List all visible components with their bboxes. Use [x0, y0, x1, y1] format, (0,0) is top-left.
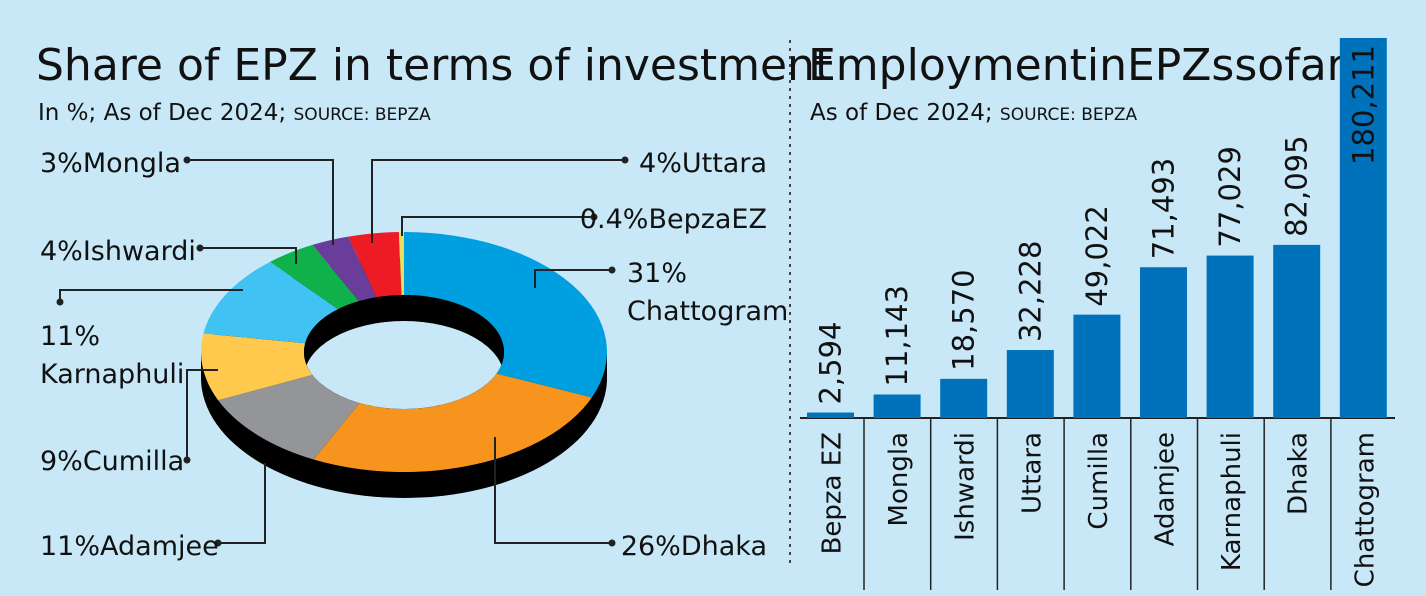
slice-label-uttara: 4%Uttara — [639, 148, 767, 179]
category-label: Uttara — [1017, 432, 1047, 514]
bar-title: EmploymentinEPZssofar — [808, 40, 1346, 91]
leader-dot-uttara — [621, 156, 629, 164]
category-label: Chattogram — [1350, 432, 1380, 587]
slice-uttara — [348, 232, 402, 298]
leader-line-chattogram — [534, 269, 612, 288]
leader-dot-dhaka — [608, 539, 616, 547]
leader-line-cumilla — [186, 369, 218, 460]
slice-label-karnaphuli: Karnaphuli — [40, 359, 184, 390]
slice-label-mongla: 3%Mongla — [40, 148, 181, 179]
category-label: Ishwardi — [951, 432, 981, 541]
bar-chattogram — [1339, 38, 1387, 418]
slice-label-cumilla: 9%Cumilla — [40, 446, 184, 477]
slice-label-bepzaez: 0.4%BepzaEZ — [580, 204, 767, 235]
bar-cumilla — [1073, 314, 1121, 418]
slice-bepzaez — [398, 232, 404, 296]
leader-line-ishwardi — [200, 247, 297, 264]
slice-karnaphuli — [203, 261, 339, 344]
leader-dot-chattogram — [608, 266, 616, 274]
donut-chart — [201, 232, 607, 498]
bar-uttara — [1006, 350, 1054, 418]
category-label: Bepza EZ — [818, 432, 848, 554]
category-label: Dhaka — [1284, 432, 1314, 515]
slice-label-chattogram: 31% — [627, 258, 687, 289]
value-label: 82,095 — [1280, 135, 1314, 236]
pie-title: Share of EPZ in terms of investment — [36, 40, 832, 91]
category-label: Mongla — [884, 432, 914, 526]
slice-dhaka — [313, 373, 592, 472]
slice-mongla — [312, 236, 377, 302]
leader-dot-ishwardi — [196, 244, 204, 252]
leader-dot-bepzaez — [590, 213, 598, 221]
slice-label-adamjee: 11%Adamjee — [40, 531, 219, 562]
slice-cumilla — [201, 333, 313, 401]
value-label: 49,022 — [1080, 205, 1114, 306]
leader-dot-karnaphuli — [56, 298, 64, 306]
category-label: Karnaphuli — [1217, 432, 1247, 571]
leader-dot-mongla — [183, 156, 191, 164]
category-label: Adamjee — [1151, 432, 1181, 546]
value-label: 71,493 — [1147, 158, 1181, 259]
slice-adamjee — [218, 374, 360, 460]
slice-label-ishwardi: 4%Ishwardi — [40, 236, 196, 267]
value-label: 2,594 — [814, 321, 848, 404]
slice-label-karnaphuli: 11% — [40, 321, 100, 352]
value-label: 180,211 — [1346, 45, 1380, 165]
pie-subtitle: In %; As of Dec 2024; SOURCE: BEPZA — [38, 100, 431, 126]
category-label: Cumilla — [1084, 432, 1114, 530]
bar-chart: 2,594 Bepza EZ 11,143 Mongla 18,570 Ishwardi 3… — [800, 38, 1395, 590]
bar-adamjee — [1140, 267, 1187, 418]
slice-ishwardi — [270, 244, 359, 310]
slice-chattogram — [404, 232, 607, 398]
bar-ishwardi — [940, 378, 988, 418]
bar-dhaka — [1273, 244, 1321, 418]
bar-mongla — [873, 394, 921, 418]
leader-line-adamjee — [218, 463, 266, 544]
leader-line-dhaka — [494, 437, 612, 544]
value-label: 11,143 — [880, 285, 914, 386]
slice-label-dhaka: 26%Dhaka — [621, 531, 767, 562]
bar-subtitle: As of Dec 2024; SOURCE: BEPZA — [810, 100, 1138, 126]
bar-karnaphuli — [1206, 255, 1254, 418]
leader-line-bepzaez — [401, 216, 594, 236]
pie-labels: 31% Chattogram 26%Dhaka 11%Adamjee 9%Cumilla… — [40, 148, 788, 562]
leader-line-uttara — [371, 159, 625, 243]
leader-dot-cumilla — [183, 456, 191, 464]
leader-line-karnaphuli — [59, 289, 243, 302]
slice-label-chattogram: Chattogram — [627, 296, 788, 327]
value-label: 32,228 — [1013, 241, 1047, 342]
leader-dot-adamjee — [214, 539, 222, 547]
leader-line-mongla — [187, 159, 334, 245]
value-label: 18,570 — [947, 269, 981, 370]
value-label: 77,029 — [1213, 146, 1247, 247]
bar-bepza-ez — [807, 412, 854, 418]
